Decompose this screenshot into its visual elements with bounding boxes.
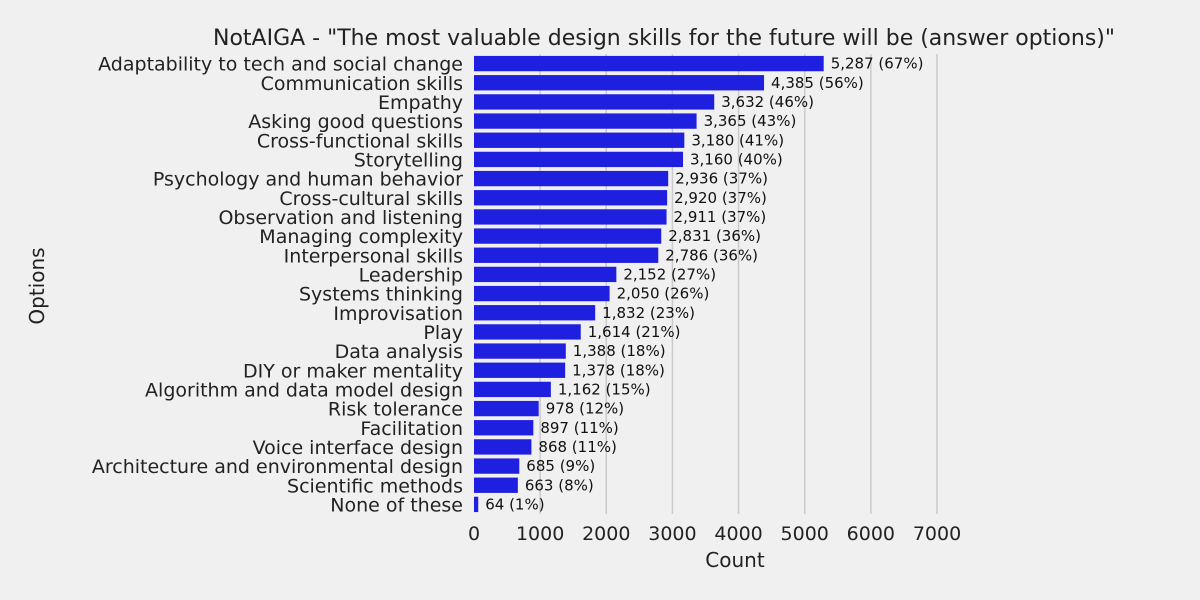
y-tick-label: Leadership (359, 264, 463, 286)
data-label: 5,287 (67%) (831, 55, 924, 73)
y-tick-label: Play (423, 322, 463, 344)
data-label: 2,050 (26%) (617, 285, 710, 303)
bar (474, 496, 479, 513)
y-tick-label: Cross-functional skills (257, 130, 463, 152)
data-label: 2,831 (36%) (668, 227, 761, 245)
bar (474, 477, 518, 493)
x-axis-label: Count (705, 548, 765, 572)
y-tick-label: Architecture and environmental design (92, 456, 463, 478)
bar (474, 400, 539, 417)
x-tick-label: 0 (468, 523, 480, 545)
bar (474, 324, 581, 340)
y-tick-label: Adaptability to tech and social change (98, 54, 463, 76)
x-tick-label: 2000 (582, 523, 630, 545)
bar (474, 420, 534, 436)
data-label: 3,180 (41%) (691, 131, 784, 149)
data-label: 2,911 (37%) (674, 208, 767, 226)
bar (474, 247, 659, 263)
y-tick-label: Interpersonal skills (284, 245, 463, 267)
bar (474, 132, 685, 148)
bar (474, 75, 765, 91)
y-tick-label: Observation and listening (218, 207, 463, 229)
bar (474, 170, 669, 187)
data-label: 2,920 (37%) (674, 189, 767, 207)
bar (474, 458, 520, 474)
y-tick-label: Improvisation (333, 303, 463, 325)
bar (474, 151, 684, 168)
data-label: 897 (11%) (540, 419, 618, 437)
y-tick-label: Empathy (378, 92, 463, 114)
bar (474, 305, 596, 321)
x-tick-label: 1000 (516, 523, 564, 545)
data-label: 685 (9%) (526, 457, 595, 475)
data-label: 2,786 (36%) (665, 246, 758, 264)
data-label: 1,378 (18%) (572, 361, 665, 379)
bar (474, 55, 824, 72)
data-label: 3,632 (46%) (721, 93, 814, 111)
bar (474, 381, 551, 398)
y-tick-label: Data analysis (335, 341, 463, 363)
bar (474, 285, 610, 302)
data-label: 64 (1%) (485, 495, 544, 513)
y-axis-label: Options (25, 247, 49, 324)
y-tick-label: Scientific methods (287, 475, 463, 497)
data-label: 3,160 (40%) (690, 150, 783, 168)
grid-lines (539, 54, 938, 514)
y-tick-label: Risk tolerance (328, 399, 463, 421)
y-tick-label: Algorithm and data model design (145, 379, 463, 401)
data-label: 3,365 (43%) (704, 112, 797, 130)
y-tick-label: Systems thinking (299, 284, 463, 306)
bar (474, 439, 532, 455)
x-tick-label: 6000 (847, 523, 895, 545)
bar (474, 94, 715, 110)
bar (474, 228, 662, 244)
bar (474, 190, 668, 206)
y-tick-label: Communication skills (261, 73, 463, 95)
x-tick-label: 4000 (714, 523, 762, 545)
x-tick-label: 7000 (913, 523, 961, 545)
data-label: 2,936 (37%) (675, 170, 768, 188)
data-label: 1,388 (18%) (573, 342, 666, 360)
y-tick-label: None of these (330, 494, 463, 516)
data-label: 978 (12%) (546, 400, 624, 418)
bar (474, 343, 566, 359)
y-tick-label: Voice interface design (253, 437, 463, 459)
y-tick-label: Cross-cultural skills (279, 188, 463, 210)
data-label: 1,162 (15%) (558, 380, 651, 398)
y-tick-label: Managing complexity (259, 226, 463, 248)
y-tick-label: DIY or maker mentality (243, 360, 463, 382)
y-tick-label: Storytelling (354, 149, 463, 171)
chart-title: NotAIGA - "The most valuable design skil… (213, 26, 1115, 51)
labels: 0 1000 2000 3000 4000 5000 6000 7000 Adaptabilit… (92, 54, 961, 545)
data-label: 1,832 (23%) (602, 304, 695, 322)
data-label: 663 (8%) (525, 476, 594, 494)
data-label: 4,385 (56%) (771, 74, 864, 92)
data-label: 868 (11%) (538, 438, 616, 456)
data-label: 2,152 (27%) (623, 265, 716, 283)
y-tick-label: Asking good questions (248, 111, 463, 133)
bar (474, 113, 697, 129)
x-tick-label: 3000 (648, 523, 696, 545)
bar (474, 266, 617, 283)
x-tick-label: 5000 (781, 523, 829, 545)
y-tick-label: Facilitation (360, 418, 463, 440)
bar (474, 209, 667, 225)
y-tick-label: Psychology and human behavior (153, 169, 463, 191)
bar (474, 362, 566, 378)
data-label: 1,614 (21%) (588, 323, 681, 341)
bars (474, 55, 824, 513)
